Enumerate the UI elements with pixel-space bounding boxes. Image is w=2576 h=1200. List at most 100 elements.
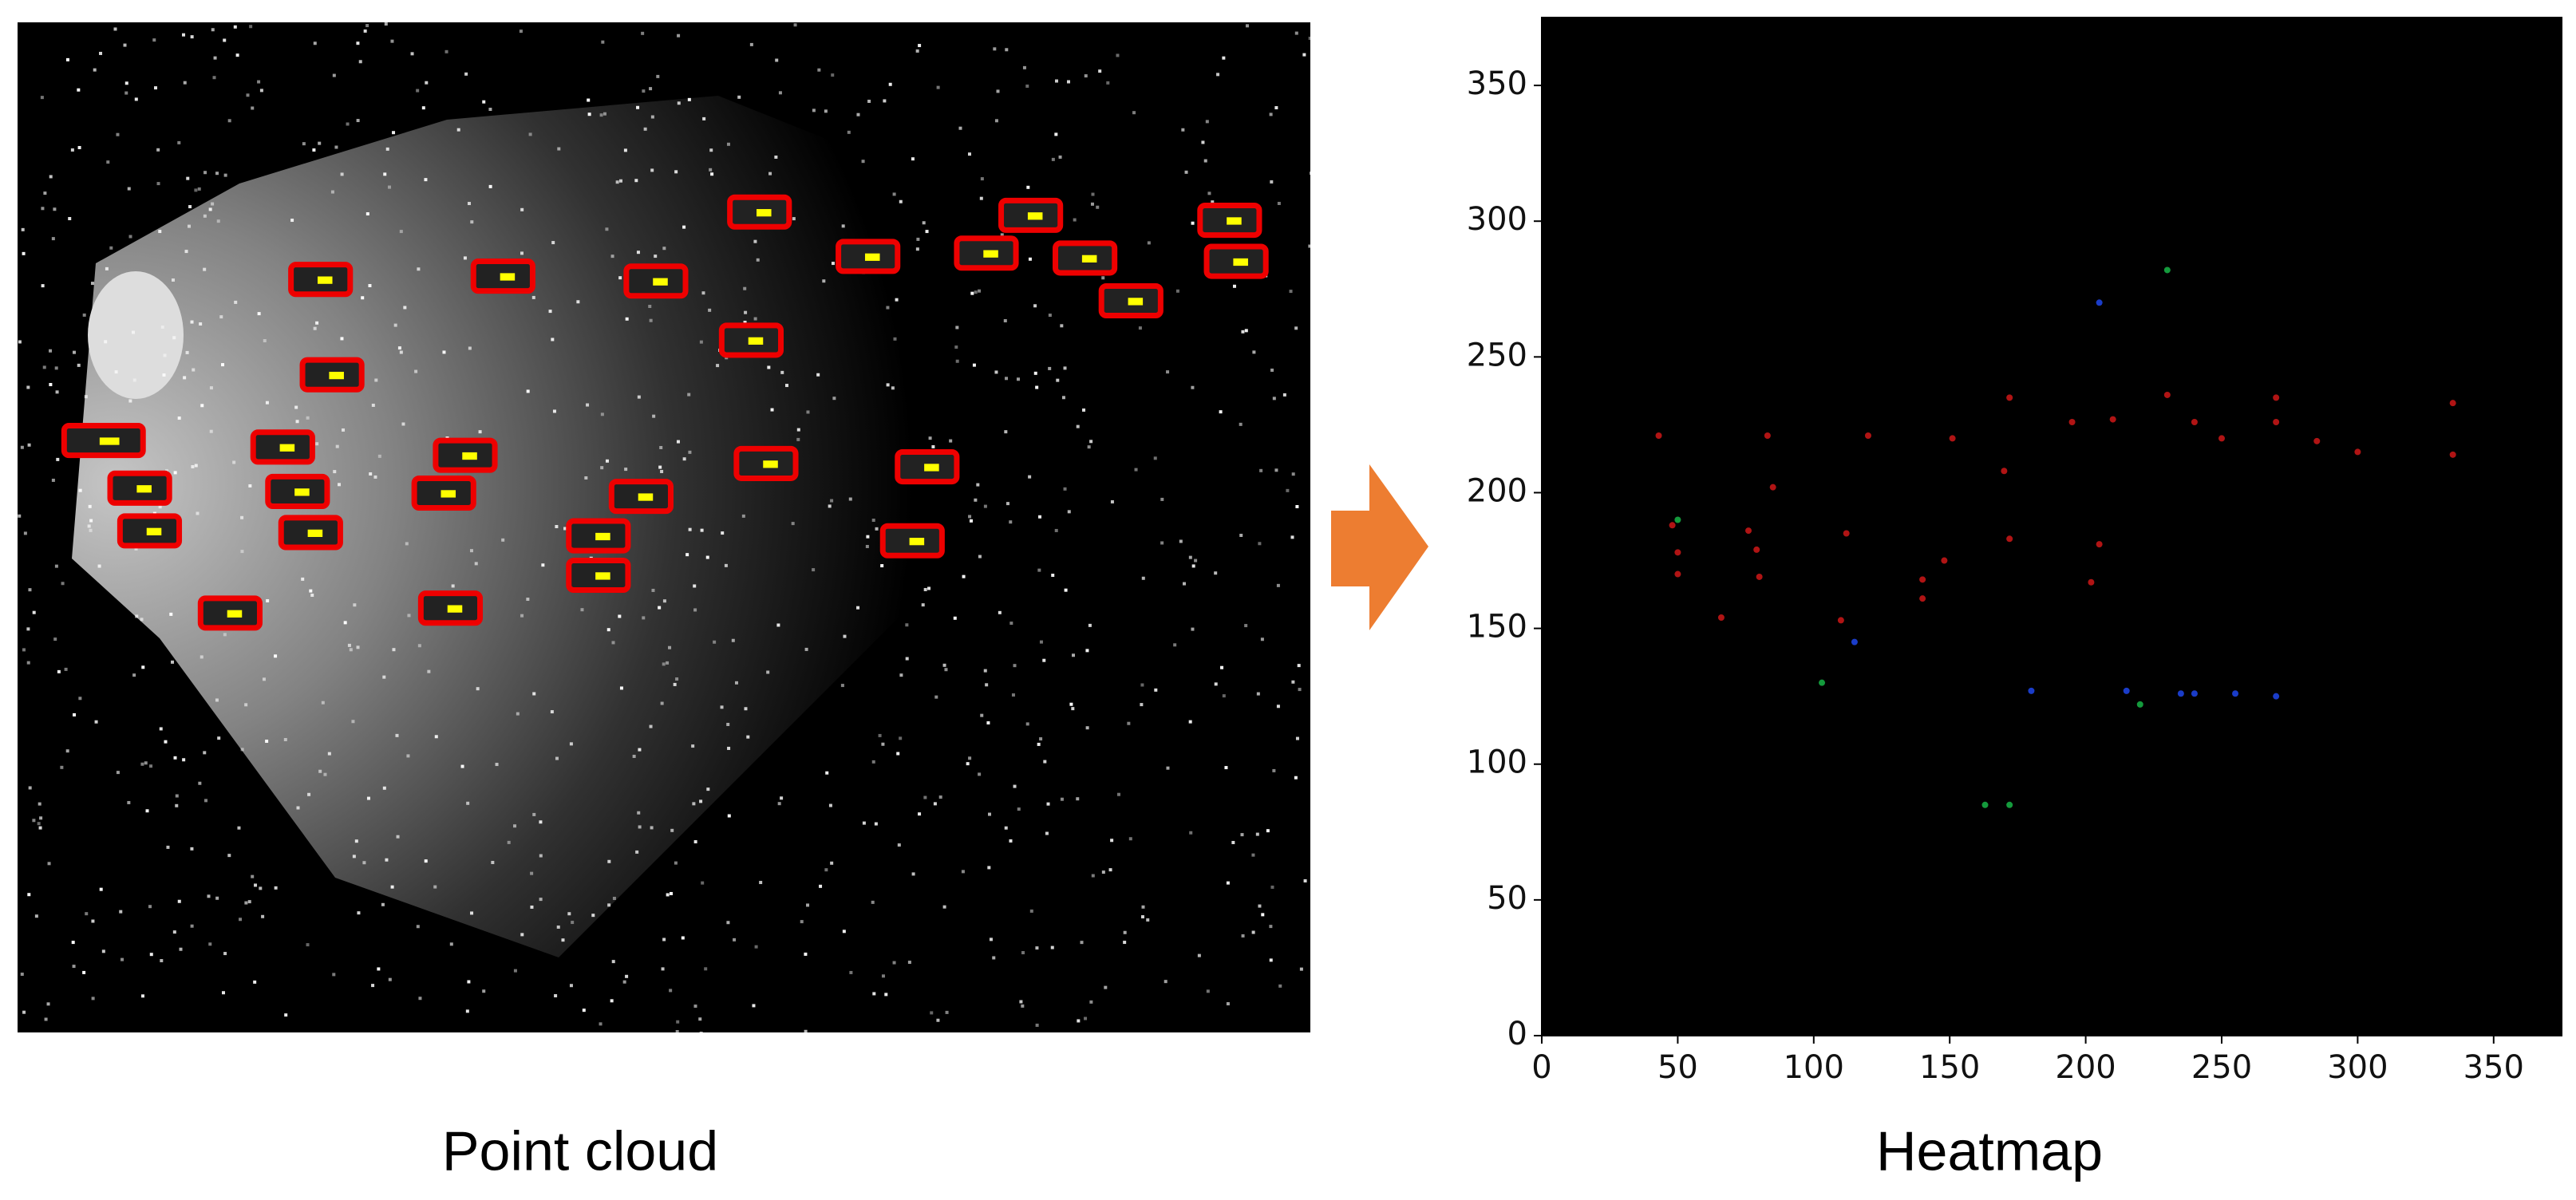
cloud-point	[90, 282, 94, 286]
cloud-point	[1260, 638, 1264, 641]
cloud-point	[650, 115, 654, 119]
cloud-point	[576, 300, 580, 304]
cloud-point	[1188, 720, 1192, 724]
cloud-point	[726, 722, 730, 726]
cloud-point	[482, 100, 486, 104]
cloud-point	[688, 527, 692, 531]
cloud-point	[416, 89, 420, 93]
cloud-point	[51, 478, 55, 482]
cloud-point	[309, 589, 313, 593]
cloud-point	[482, 989, 486, 993]
cloud-point	[622, 980, 626, 984]
cloud-point	[183, 81, 187, 85]
cloud-point	[828, 504, 832, 508]
cloud-point	[580, 608, 584, 612]
cloud-point	[607, 903, 611, 907]
cloud-point	[969, 519, 973, 523]
cloud-point	[253, 980, 257, 984]
cloud-point	[1108, 868, 1112, 872]
cloud-point	[127, 187, 131, 191]
cloud-point	[699, 1031, 703, 1035]
cloud-point	[1231, 840, 1235, 844]
cloud-point	[1294, 326, 1298, 330]
cloud-point	[1290, 535, 1294, 539]
cloud-point	[930, 1011, 934, 1015]
cloud-point	[996, 89, 1000, 93]
cloud-point	[1035, 1023, 1039, 1027]
cloud-point	[1037, 568, 1041, 572]
cloud-point	[488, 108, 492, 112]
cloud-point	[780, 370, 784, 374]
cloud-point	[649, 318, 653, 322]
cloud-point	[709, 148, 713, 152]
cloud-point	[1005, 48, 1009, 52]
cloud-point	[354, 839, 358, 843]
cloud-point	[1116, 53, 1120, 57]
cloud-point	[676, 440, 680, 444]
cloud-point	[1116, 792, 1120, 796]
cloud-point	[770, 408, 774, 412]
cloud-point	[978, 772, 982, 776]
heat-point	[1981, 801, 1989, 808]
cloud-point	[68, 217, 72, 221]
cloud-point	[239, 918, 243, 922]
cloud-point	[179, 947, 183, 951]
cloud-point	[55, 390, 59, 394]
cloud-point	[1082, 408, 1086, 412]
arrow	[1331, 464, 1428, 630]
cloud-point	[467, 980, 471, 984]
cloud-point	[567, 912, 571, 916]
cloud-point	[986, 720, 990, 724]
cloud-point	[18, 514, 22, 518]
cloud-point	[796, 437, 800, 441]
cloud-point	[232, 460, 236, 464]
cloud-point	[37, 822, 41, 826]
cloud-point	[1066, 80, 1070, 84]
cloud-point	[49, 175, 53, 179]
y-tick-label: 150	[1467, 609, 1527, 645]
cloud-point	[1256, 692, 1260, 696]
cloud-point	[283, 737, 287, 741]
cloud-point	[673, 682, 677, 686]
cloud-point	[23, 531, 27, 535]
cloud-point	[841, 224, 845, 228]
cloud-point	[1244, 624, 1248, 628]
cloud-point	[1085, 649, 1089, 653]
cloud-point	[414, 369, 418, 373]
cloud-point	[476, 687, 480, 691]
cloud-point	[840, 684, 844, 688]
cloud-point	[132, 378, 136, 382]
cloud-point	[417, 644, 421, 648]
cloud-point	[817, 68, 821, 72]
cloud-point	[848, 497, 852, 501]
cloud-point	[51, 237, 55, 241]
cloud-point	[961, 870, 965, 874]
cloud-point	[1140, 683, 1144, 687]
cloud-point	[175, 794, 179, 798]
cloud-point	[916, 237, 920, 241]
cloud-point	[550, 710, 554, 714]
cloud-point	[1244, 329, 1248, 333]
cloud-point	[1289, 290, 1293, 294]
cloud-point	[638, 748, 642, 752]
cloud-point	[706, 788, 710, 791]
cloud-point	[28, 588, 32, 592]
cloud-point	[669, 989, 673, 993]
cloud-point	[699, 799, 703, 803]
heat-point	[2006, 394, 2013, 401]
cloud-point	[223, 173, 227, 177]
heat-point	[1753, 546, 1760, 553]
cloud-point	[632, 754, 636, 758]
cloud-point	[1270, 885, 1274, 889]
cloud-point	[571, 921, 575, 925]
cloud-point	[470, 911, 474, 915]
cloud-point	[662, 599, 666, 603]
cloud-point	[1214, 571, 1218, 575]
cloud-point	[856, 606, 860, 610]
cloud-point	[658, 606, 662, 610]
cloud-point	[1258, 904, 1262, 908]
heat-point	[2088, 578, 2095, 586]
cloud-point	[1182, 582, 1186, 586]
cloud-point	[460, 764, 464, 768]
cloud-point	[507, 840, 511, 844]
